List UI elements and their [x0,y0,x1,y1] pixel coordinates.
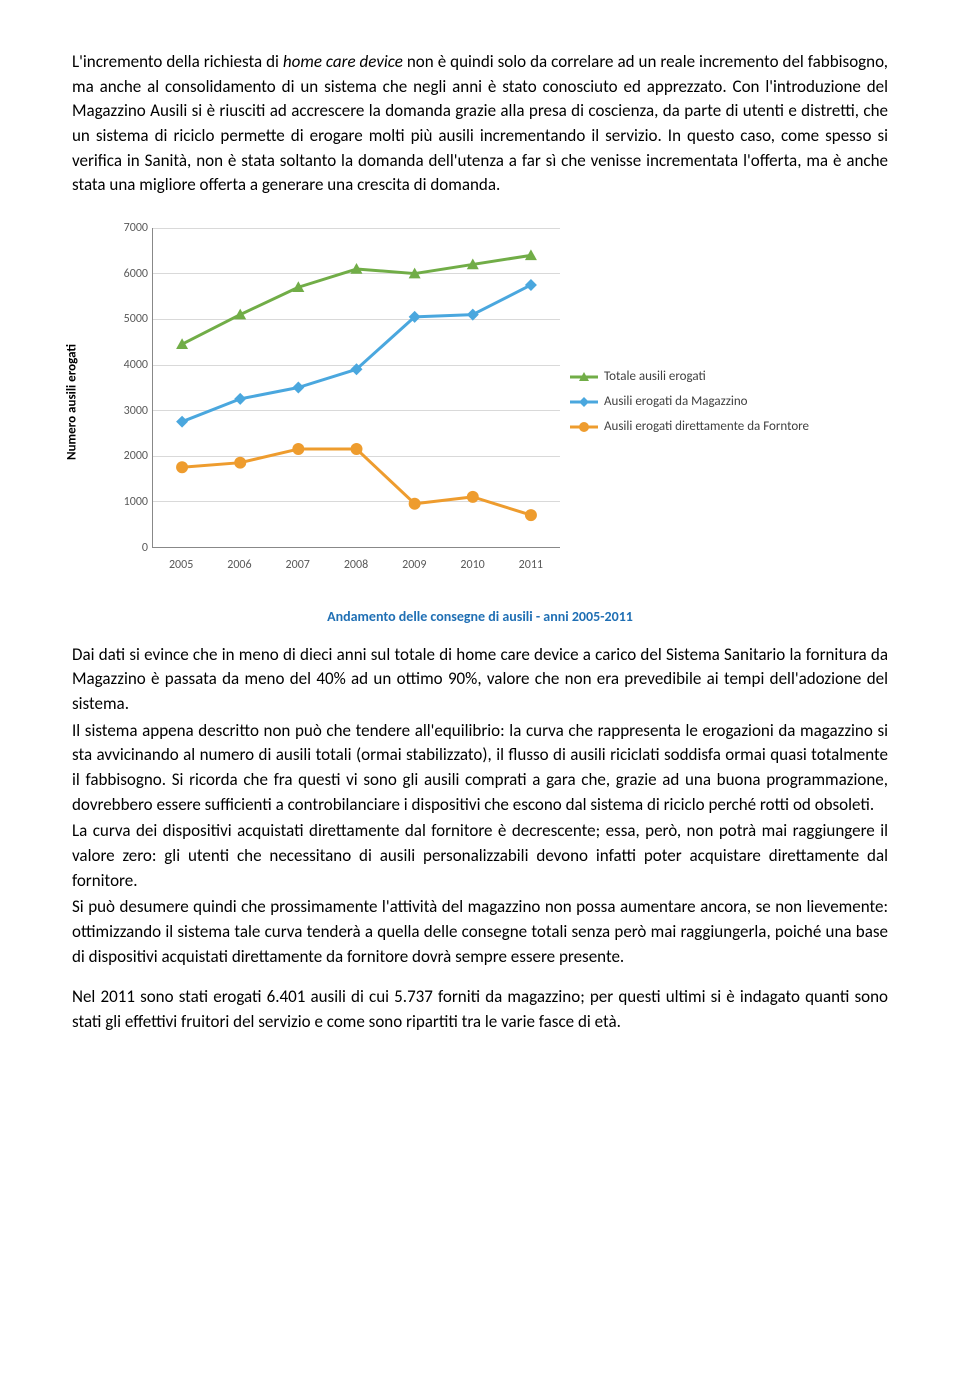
body-paragraph: Dai dati si evince che in meno di dieci … [72,643,888,969]
paragraph-text: Si può desumere quindi che prossimamente… [72,895,888,969]
x-tick-label: 2011 [519,552,543,582]
y-tick-label: 2000 [100,449,148,463]
body-paragraph: Nel 2011 sono stati erogati 6.401 ausili… [72,985,888,1034]
paragraph-text: Dai dati si evince che in meno di dieci … [72,643,888,717]
x-tick-label: 2010 [460,552,484,582]
plot-area [152,228,560,548]
x-tick-label: 2007 [286,552,310,582]
line-chart: Numero ausili erogati 010002000300040005… [100,222,860,582]
paragraph-text: Nel 2011 sono stati erogati 6.401 ausili… [72,985,888,1034]
y-axis-label: Numero ausili erogati [65,344,80,460]
legend-label: Ausili erogati da Magazzino [604,394,748,409]
x-tick-label: 2005 [169,552,193,582]
legend-label: Totale ausili erogati [604,369,706,384]
x-tick-label: 2006 [227,552,251,582]
y-tick-label: 1000 [100,495,148,509]
paragraph-text: La curva dei dispositivi acquistati dire… [72,819,888,893]
y-tick-label: 6000 [100,267,148,281]
paragraph-text: L'incremento della richiesta di home car… [72,50,888,198]
legend-item: Totale ausili erogati [570,369,860,384]
y-tick-label: 3000 [100,404,148,418]
plot-column: 0 1000 2000 3000 4000 5000 6000 7000 2005 2006 20… [100,222,560,582]
y-tick-label: 0 [100,541,148,555]
legend-item: Ausili erogati da Magazzino [570,394,860,409]
x-tick-label: 2008 [344,552,368,582]
chart-legend: Totale ausili erogati Ausili erogati da M… [560,222,860,582]
y-tick-label: 5000 [100,312,148,326]
y-tick-label: 7000 [100,221,148,235]
chart-caption: Andamento delle consegne di ausili - ann… [327,608,633,625]
legend-label: Ausili erogati direttamente da Forntore [604,419,809,434]
paragraph-text: Il sistema appena descritto non può che … [72,719,888,818]
chart-container: Numero ausili erogati 010002000300040005… [72,222,888,625]
y-tick-label: 4000 [100,358,148,372]
x-tick-label: 2009 [402,552,426,582]
intro-paragraph: L'incremento della richiesta di home car… [72,50,888,198]
legend-item: Ausili erogati direttamente da Forntore [570,419,860,434]
